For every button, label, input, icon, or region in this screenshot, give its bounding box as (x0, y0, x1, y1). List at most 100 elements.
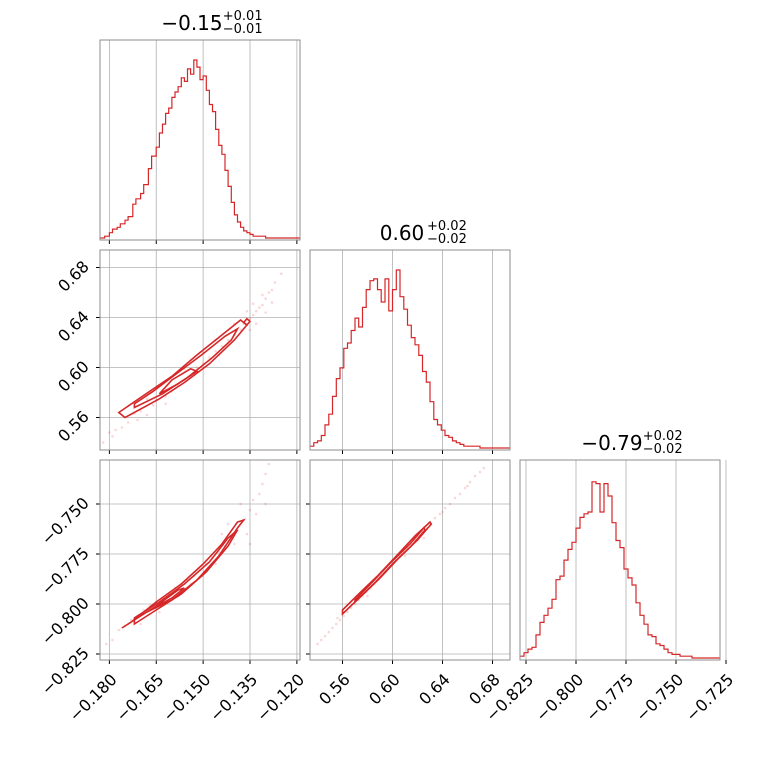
x-tick-label: −0.775 (582, 670, 637, 725)
sample-point (270, 301, 274, 304)
sample-point (145, 413, 149, 417)
sample-point (220, 345, 224, 348)
sample-point (433, 516, 437, 520)
histogram-title: −0.15 (161, 11, 222, 35)
x-tick-label: −0.135 (206, 670, 261, 725)
x-tick-label: −0.750 (632, 670, 687, 725)
x-tick-label: −0.800 (532, 670, 587, 725)
sample-point (366, 594, 369, 598)
contour-level-1 (133, 326, 240, 409)
sample-point (117, 628, 121, 632)
sample-point (214, 562, 217, 566)
sample-point (105, 642, 108, 646)
sample-point (261, 303, 264, 307)
sample-point (316, 642, 319, 646)
sample-point (320, 638, 323, 642)
scatter-panel-1-2: 0.56 0.60 0.64 0.68 (306, 459, 511, 709)
y-tick-label: −0.825 (38, 643, 93, 698)
x-tick-label: −0.180 (65, 670, 120, 725)
sample-point (267, 291, 271, 294)
sample-point (139, 410, 142, 413)
y-tick-label: 0.68 (54, 257, 93, 296)
x-tick-label: −0.725 (682, 670, 737, 725)
sample-point (277, 439, 280, 442)
x-tick-label: −0.120 (253, 670, 308, 725)
y-tick-label: 0.56 (54, 407, 93, 446)
title-minus-error: −0.02 (643, 442, 683, 457)
contour-level-3 (242, 317, 252, 327)
sample-point (254, 309, 258, 313)
sample-point (111, 435, 114, 438)
sample-point (342, 614, 346, 618)
scatter-panel-0-1: 0.56 0.60 0.64 0.68 (54, 249, 301, 454)
sample-point (158, 610, 161, 614)
title-value: −0.79 (581, 431, 642, 455)
contour-level-1 (354, 526, 426, 604)
title-minus-error: −0.02 (427, 232, 467, 247)
sample-point (136, 418, 139, 422)
sample-point (220, 532, 224, 536)
histogram-panel-1 (309, 249, 511, 454)
sample-point (239, 502, 242, 506)
sample-point (482, 466, 486, 470)
y-tick-label: 0.60 (54, 357, 93, 396)
sample-point (226, 338, 230, 342)
sample-point (338, 618, 342, 622)
y-tick-label: 0.64 (54, 307, 93, 346)
sample-point (151, 403, 155, 407)
sample-point (403, 554, 407, 558)
sample-point (267, 462, 271, 466)
sample-point (448, 502, 452, 506)
sample-point (331, 626, 334, 630)
sample-point (473, 474, 477, 478)
title-plus-error: +0.01 (223, 9, 263, 24)
histogram-frame (309, 249, 511, 451)
contour-level-1 (133, 529, 239, 626)
contour-level-0 (117, 318, 249, 419)
sample-point (273, 281, 277, 284)
sample-point (101, 441, 105, 444)
sample-point (208, 356, 211, 359)
sample-point (327, 630, 331, 634)
title-value: −0.15 (161, 11, 222, 35)
y-tick-label: −0.750 (38, 493, 93, 548)
title-minus-error: −0.01 (223, 22, 263, 37)
sample-point (145, 397, 149, 401)
sample-point (245, 309, 249, 313)
sample-point (466, 484, 469, 488)
sample-point (126, 421, 130, 424)
sample-point (226, 522, 230, 526)
sample-point (264, 502, 267, 506)
sample-point (264, 472, 267, 476)
sample-point (346, 610, 349, 614)
histogram-frame (519, 459, 721, 661)
sample-point (264, 297, 267, 301)
sample-point (251, 498, 255, 502)
histogram-panel-2: −0.825−0.800−0.775−0.750−0.725 (482, 459, 737, 725)
title-plus-error: +0.02 (427, 219, 467, 234)
sample-point (258, 306, 261, 309)
sample-point (108, 431, 111, 434)
sample-point (270, 288, 274, 292)
sample-point (164, 402, 167, 406)
sample-point (258, 492, 261, 496)
sample-point (254, 512, 258, 516)
sample-point (214, 350, 217, 353)
sample-point (463, 486, 467, 490)
histogram-title: −0.79 (581, 431, 642, 455)
sample-point (443, 506, 447, 510)
scatter-contents (316, 466, 486, 646)
sample-point (468, 480, 472, 484)
histogram-step-line (310, 269, 510, 449)
sample-point (120, 426, 124, 429)
histogram-step-line (520, 481, 720, 659)
scatter-contents (105, 439, 280, 646)
sample-point (261, 293, 264, 297)
scatter-frame (99, 249, 301, 451)
sample-point (458, 492, 462, 496)
histogram-title: 0.60 (380, 221, 425, 245)
sample-point (195, 366, 199, 369)
sample-point (248, 328, 252, 332)
x-tick-label: 0.60 (365, 670, 404, 709)
